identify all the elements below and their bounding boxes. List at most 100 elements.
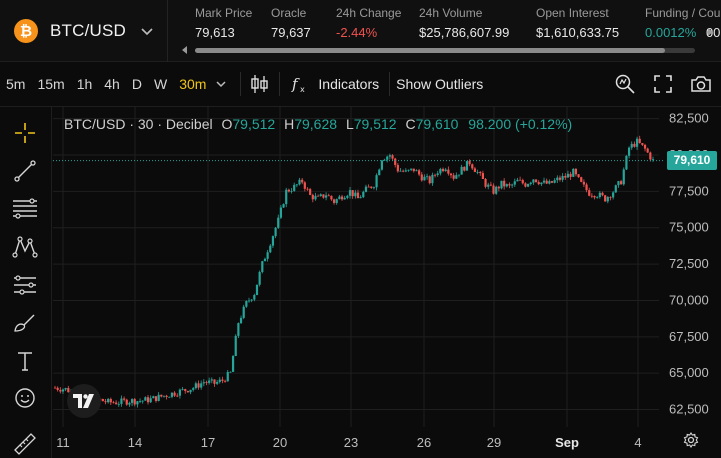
divider [240, 72, 242, 96]
candle-body [317, 195, 320, 197]
candle-body [104, 401, 107, 403]
legend-high-key: H [284, 116, 295, 132]
candle-body [170, 392, 174, 397]
candle-body [213, 379, 216, 384]
chevron-down-icon[interactable] [214, 77, 228, 91]
candle-body [176, 395, 179, 397]
candlestick-chart[interactable]: 82,50080,00077,50075,00072,50070,00067,5… [53, 107, 721, 458]
candle-body [120, 398, 123, 404]
candle-body [519, 179, 522, 181]
stat-funding: Funding / Countdown 0.0012% 00: [645, 6, 721, 40]
scroll-right-icon[interactable] [705, 27, 715, 37]
tradingview-logo[interactable] [67, 384, 101, 418]
chart-area[interactable]: 82,50080,00077,50075,00072,50070,00067,5… [53, 107, 721, 458]
legend-symbol: BTC/USD · 30 · Decibel [64, 116, 213, 132]
show-outliers-button[interactable]: Show Outliers [396, 76, 483, 92]
timeframe-30m[interactable]: 30m [179, 76, 207, 92]
candle-body [322, 194, 325, 198]
y-tick-label: 62,500 [669, 402, 709, 417]
trendline-tool[interactable] [11, 157, 39, 185]
candle-body [516, 179, 519, 182]
candle-body [380, 160, 384, 170]
y-tick-label: 75,000 [669, 220, 709, 235]
last-price-label: 79,610 [667, 150, 717, 170]
candle-body [226, 372, 229, 382]
stat-value: $25,786,607.99 [419, 25, 510, 40]
candle-body [309, 189, 312, 195]
fullscreen-icon[interactable] [653, 74, 673, 94]
bitcoin-logo-icon: ₿ [14, 19, 38, 43]
candle-body [476, 171, 479, 173]
candle-body [115, 402, 118, 405]
candle-body [596, 197, 599, 198]
timeframe-d[interactable]: D [131, 76, 142, 92]
zoom-icon[interactable] [614, 73, 636, 95]
candle-body [545, 180, 548, 184]
candle-body [399, 170, 402, 172]
candle-body [234, 335, 237, 357]
candle-body [481, 173, 485, 180]
stat-label: Open Interest [536, 6, 609, 20]
candle-body [269, 245, 272, 253]
camera-icon[interactable] [689, 74, 713, 94]
candle-body [566, 173, 570, 178]
timeframe-4h[interactable]: 4h [104, 76, 120, 92]
pattern-tool[interactable] [11, 233, 39, 261]
x-tick-label: 11 [56, 435, 70, 450]
candle-body [526, 184, 530, 187]
stat-value: 0.0012% [645, 25, 697, 40]
pair-selector[interactable]: ₿ BTC/USD [0, 0, 168, 62]
brush-tool[interactable] [11, 309, 39, 337]
projection-tool[interactable] [11, 271, 39, 299]
candle-body [311, 194, 314, 200]
candle-body [136, 401, 139, 405]
candle-body [503, 180, 506, 187]
svg-text:f: f [291, 75, 300, 93]
chevron-down-icon [141, 28, 153, 36]
x-tick-label: 14 [128, 435, 142, 450]
timeframe-w[interactable]: W [153, 76, 168, 92]
text-tool[interactable] [11, 347, 39, 375]
candle-body [497, 186, 500, 189]
stats-scrollbar[interactable] [195, 48, 695, 53]
emoji-tool[interactable] [11, 384, 39, 412]
fib-retracement-tool[interactable] [11, 195, 39, 223]
candle-body [457, 174, 461, 176]
scrollbar-thumb[interactable] [195, 48, 665, 53]
candle-body [590, 195, 593, 197]
timeframe-1h[interactable]: 1h [76, 76, 93, 92]
candle-body [306, 188, 309, 190]
indicators-button[interactable]: f x Indicators [290, 74, 379, 94]
candle-body [261, 261, 264, 273]
crosshair-tool[interactable] [11, 119, 39, 147]
candle-body [537, 182, 540, 185]
candle-body [407, 169, 410, 171]
timeframe-5m[interactable]: 5m [6, 76, 26, 92]
candle-body [364, 186, 368, 192]
candle-body [484, 179, 487, 187]
settings-gear-icon[interactable] [683, 432, 699, 448]
candle-body [495, 186, 498, 194]
stat-value: -2.44% [336, 25, 378, 40]
candle-body [271, 236, 275, 246]
candle-body [420, 174, 423, 181]
x-tick-label: 20 [273, 435, 287, 450]
candle-body [444, 169, 447, 172]
candle-body [500, 180, 503, 189]
candle-body [404, 170, 407, 172]
stat-mark-price: Mark Price 79,613 [195, 6, 252, 40]
timeframe-15m[interactable]: 15m [37, 76, 65, 92]
candle-body [378, 169, 381, 176]
crosshair-icon [15, 123, 35, 143]
trendline-icon [14, 160, 36, 182]
market-header: ₿ BTC/USD Mark Price 79,613 Oracle 79,63… [0, 0, 721, 62]
candle-body [192, 388, 195, 390]
candle-body [324, 195, 328, 198]
candle-body [585, 184, 588, 191]
candle-body [194, 383, 197, 389]
measure-tool[interactable] [11, 430, 39, 458]
text-icon [18, 352, 32, 371]
scroll-left-icon[interactable] [181, 46, 189, 54]
candle-body [388, 155, 391, 157]
candles-icon[interactable] [247, 73, 273, 95]
